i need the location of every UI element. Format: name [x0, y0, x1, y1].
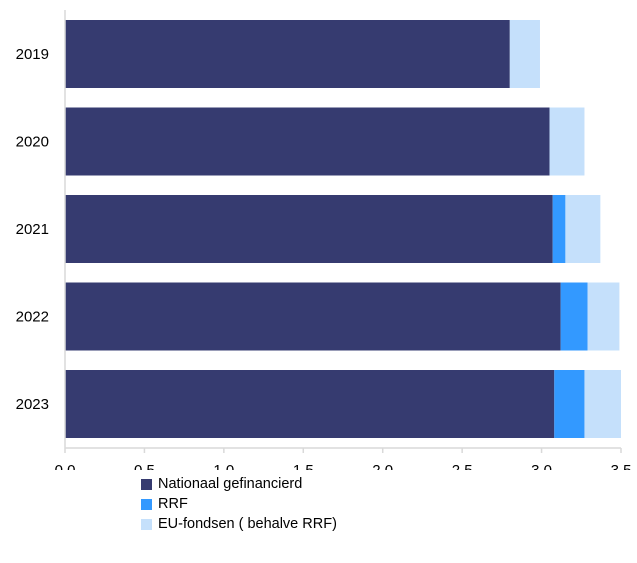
x-tick-label-7: 3,5 [611, 462, 632, 470]
y-tick-label-2021: 2021 [16, 221, 49, 238]
y-tick-label-2023: 2023 [16, 396, 49, 413]
legend-swatch-rrf [141, 498, 152, 510]
bar-2021-series-1 [552, 195, 566, 263]
x-tick-label-0: 0,0 [55, 462, 76, 470]
legend-swatch-eu-fondsen [141, 518, 152, 530]
bar-2020-series-2 [549, 107, 585, 176]
legend: Nationaal gefinancierd RRF EU-fondsen ( … [141, 474, 337, 534]
x-tick-label-6: 3,0 [531, 462, 552, 470]
bar-2019-series-2 [509, 20, 540, 88]
y-tick-label-2019: 2019 [16, 46, 49, 63]
x-tick-label-4: 2,0 [372, 462, 393, 470]
legend-item-nationaal: Nationaal gefinancierd [141, 474, 337, 494]
legend-swatch-nationaal [141, 478, 152, 490]
y-tick-label-2022: 2022 [16, 309, 49, 326]
legend-label-rrf: RRF [158, 496, 188, 512]
bar-2020-series-0 [65, 107, 550, 176]
bar-2021-series-2 [565, 195, 601, 263]
bar-2022-series-0 [65, 282, 561, 351]
bar-2023-series-0 [65, 370, 555, 438]
bar-2022-series-1 [560, 282, 588, 351]
bar-2023-series-1 [554, 370, 585, 438]
stacked-bar-chart: 2019 2020 2021 2022 2023 0,0 0,5 1,0 1,5 2,0 2,5 3,… [16, 10, 632, 470]
legend-item-eu-fondsen: EU-fondsen ( behalve RRF) [141, 514, 337, 534]
bar-2019-series-0 [65, 20, 510, 88]
legend-item-rrf: RRF [141, 494, 337, 514]
y-tick-label-2020: 2020 [16, 134, 49, 151]
bar-2021-series-0 [65, 195, 553, 263]
x-tick-label-2: 1,0 [213, 462, 234, 470]
x-tick-label-1: 0,5 [134, 462, 155, 470]
legend-label-eu-fondsen: EU-fondsen ( behalve RRF) [158, 516, 337, 532]
bar-2022-series-2 [587, 282, 620, 351]
x-tick-label-5: 2,5 [452, 462, 473, 470]
bar-2023-series-2 [584, 370, 621, 438]
x-tick-label-3: 1,5 [293, 462, 314, 470]
legend-label-nationaal: Nationaal gefinancierd [158, 476, 303, 492]
